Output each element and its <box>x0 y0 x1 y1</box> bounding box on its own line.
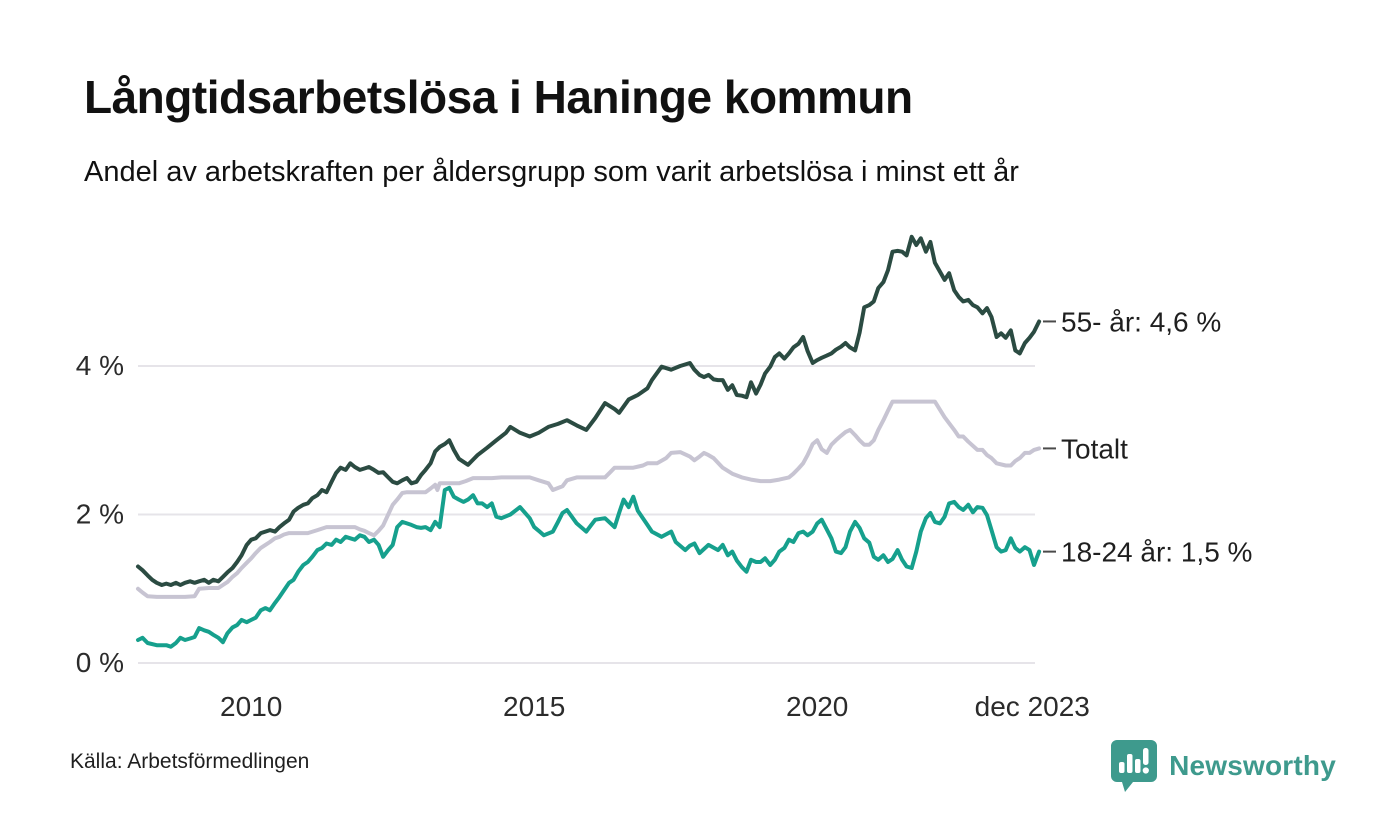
chart-title: Långtidsarbetslösa i Haninge kommun <box>84 71 913 123</box>
newsworthy-logo: Newsworthy <box>1109 738 1336 794</box>
logo-bubble <box>1111 740 1158 792</box>
series-line-55-r <box>136 234 1042 587</box>
newsworthy-wordmark: Newsworthy <box>1169 750 1336 781</box>
chart-subtitle: Andel av arbetskraften per åldersgrupp s… <box>84 156 1019 188</box>
logo-bars-icon <box>1119 748 1149 774</box>
source-note: Källa: Arbetsförmedlingen <box>70 750 310 773</box>
series-end-label: 55- år: 4,6 % <box>1061 306 1221 337</box>
series-line-totalt <box>136 399 1042 599</box>
y-tick-label: 2 % <box>76 499 124 530</box>
series-line-18-24-r <box>136 485 1042 649</box>
y-tick-label: 4 % <box>76 350 124 381</box>
x-tick-label: 2010 <box>220 691 282 722</box>
series-end-label: 18-24 år: 1,5 % <box>1061 537 1252 568</box>
x-tick-label: dec 2023 <box>975 691 1090 722</box>
x-tick-label: 2020 <box>786 691 848 722</box>
y-tick-label: 0 % <box>76 647 124 678</box>
newsworthy-logo-icon <box>1111 740 1158 792</box>
x-tick-label: 2015 <box>503 691 565 722</box>
series-end-label: Totalt <box>1061 433 1128 464</box>
